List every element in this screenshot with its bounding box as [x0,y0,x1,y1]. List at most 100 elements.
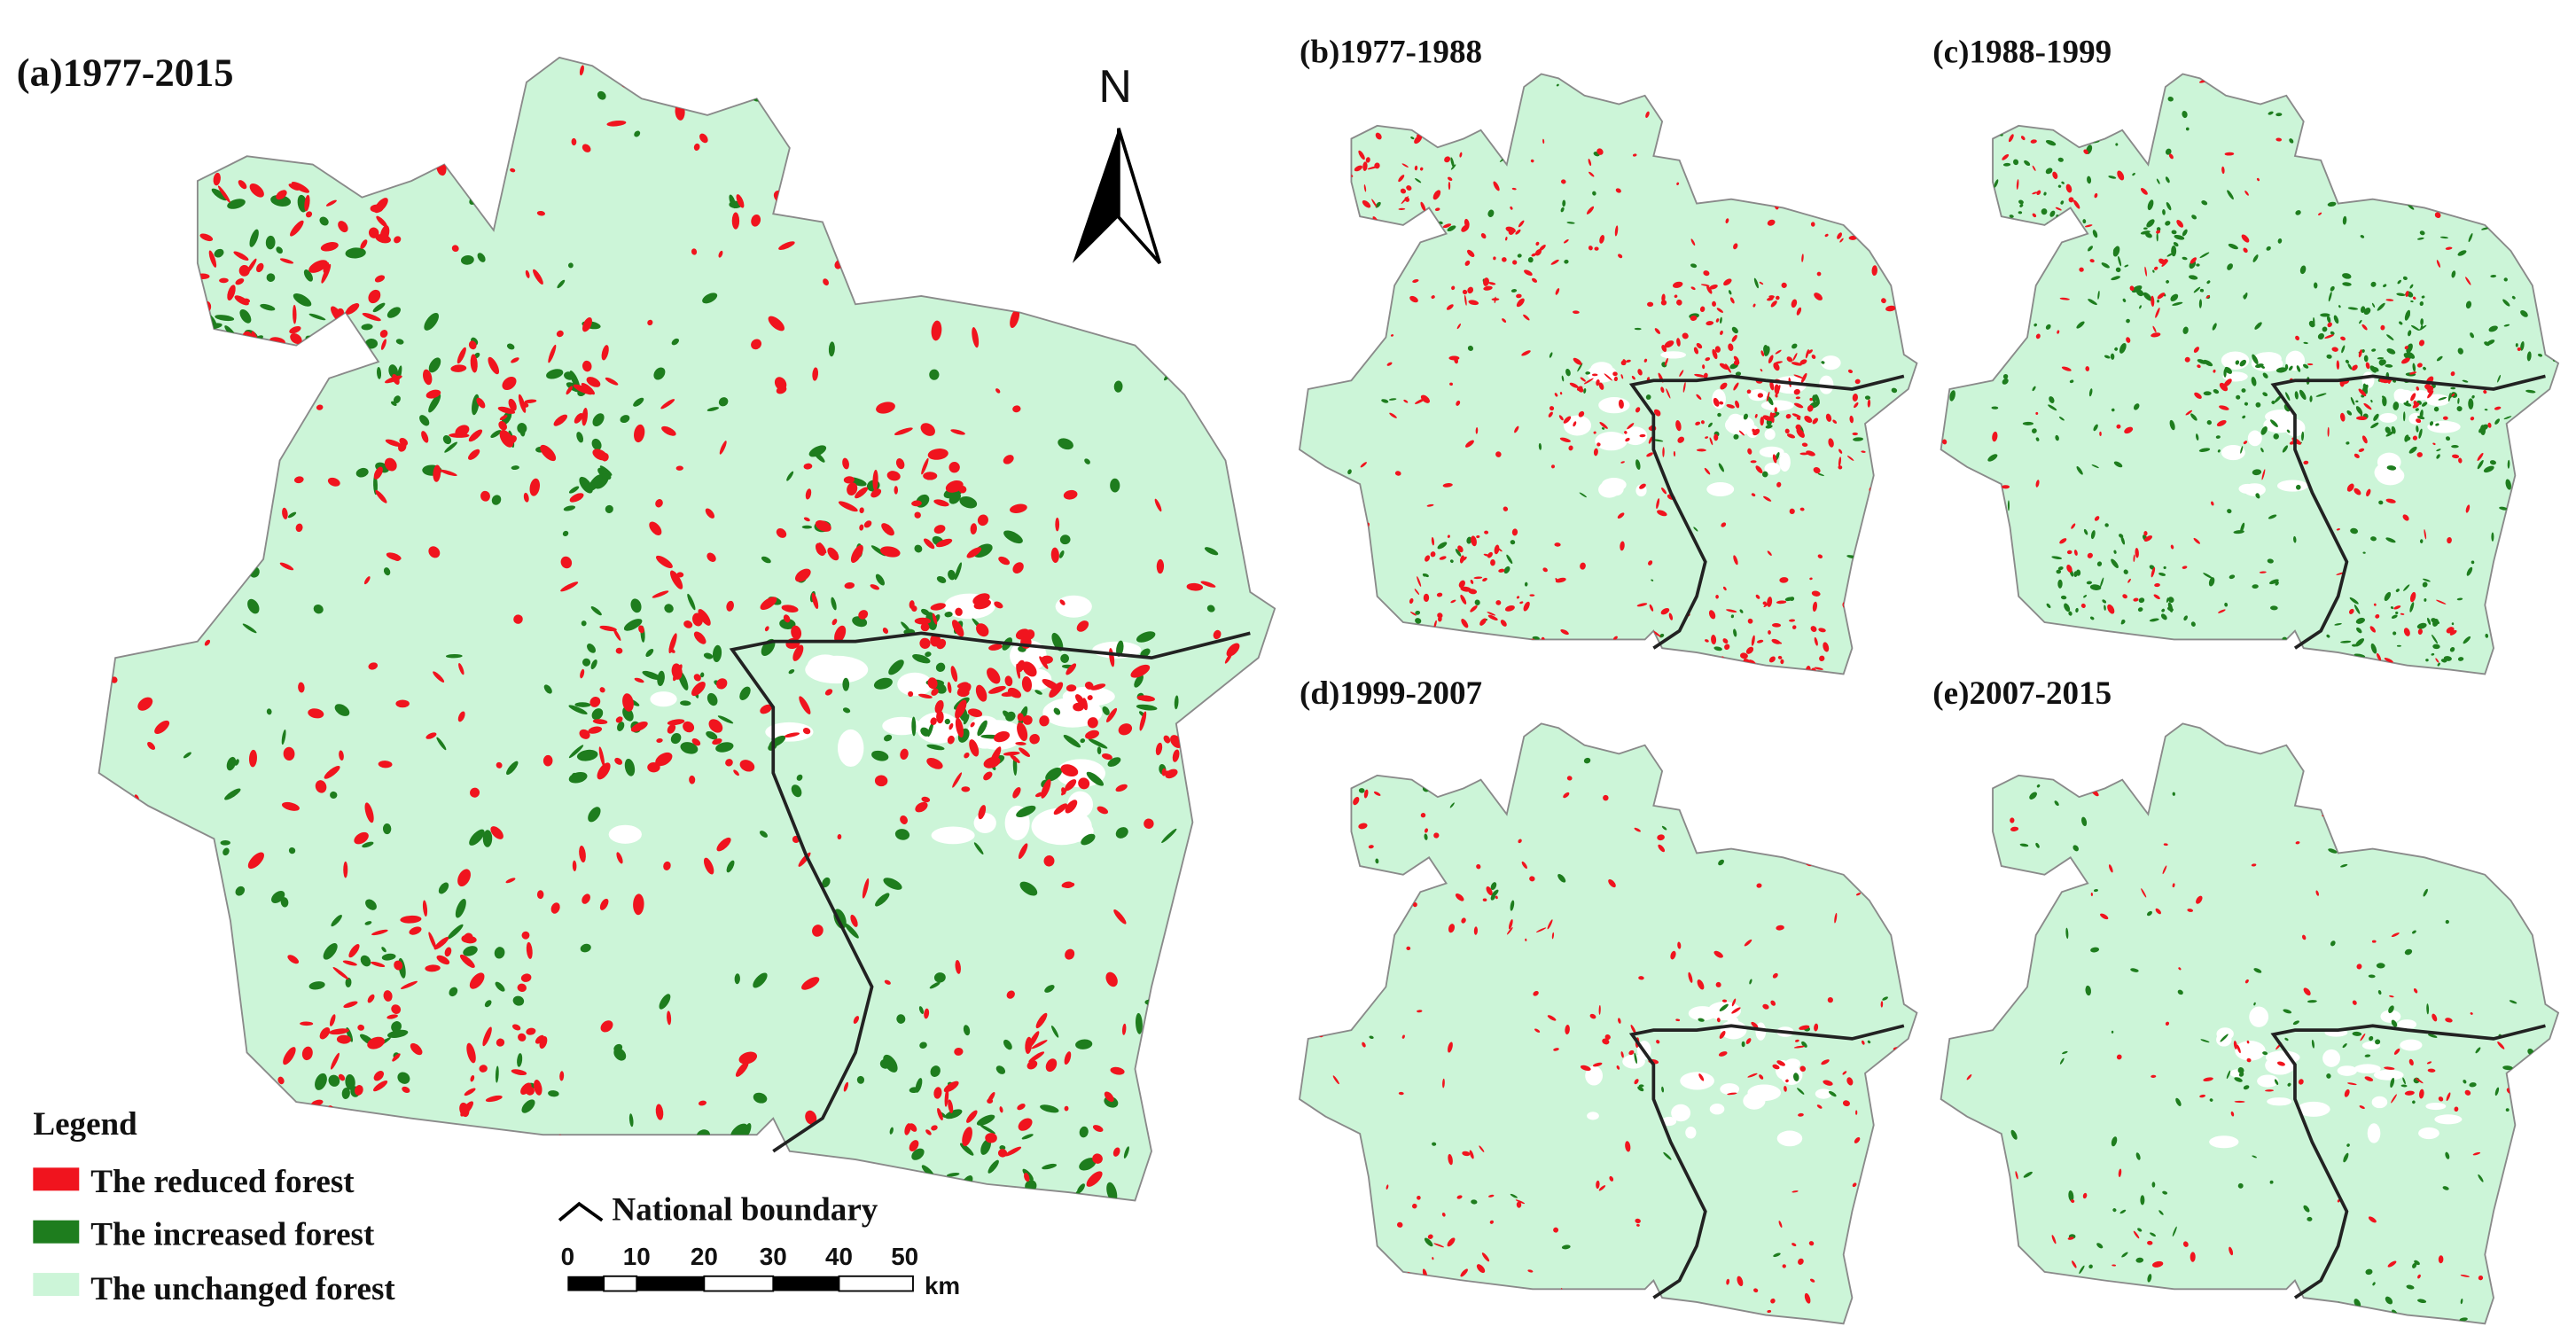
reduced-patch [124,280,141,291]
reduced-patch [1662,447,1665,457]
reduced-patch [534,1080,543,1096]
reduced-patch [582,407,588,426]
reduced-patch [1516,596,1520,599]
increased-patch [729,194,737,209]
increased-patch [2373,367,2379,372]
increased-patch [1733,628,1737,637]
reduced-patch [1010,308,1020,329]
increased-patch [2171,246,2177,257]
reduced-patch [1596,1180,1600,1190]
increased-patch [2415,408,2419,411]
increased-patch [2433,406,2439,412]
reduced-patch [1580,562,1586,570]
reduced-patch [1955,946,1961,951]
increased-patch [2076,321,2085,329]
reduced-patch [1630,1025,1636,1034]
reduced-patch [1908,550,1913,554]
non-forest [1609,481,1624,496]
increased-patch [1970,847,1973,851]
reduced-patch [1493,256,1496,261]
reduced-patch [1434,207,1440,212]
change-patches [1299,74,1917,675]
increased-patch [1123,1146,1129,1159]
increased-patch [2503,277,2508,282]
reduced-patch [367,994,375,1003]
reduced-patch [1326,841,1330,845]
reduced-patch [1384,659,1392,667]
increased-patch [2541,145,2549,152]
reduced-patch [1759,1074,1764,1080]
non-forest [1595,432,1628,451]
reduced-patch [1839,238,1844,243]
increased-patch [2031,428,2037,433]
increased-patch [2112,246,2120,257]
reduced-patch [1417,1195,1421,1200]
increased-patch [2260,426,2268,435]
increased-patch [2307,668,2312,675]
increased-patch [2437,662,2440,667]
increased-patch [936,575,947,583]
reduced-patch [1720,330,1723,336]
reduced-patch [1886,270,1893,277]
increased-patch [671,338,679,346]
reduced-patch [496,761,503,769]
reduced-patch [1800,372,1807,383]
reduced-patch [2438,1255,2444,1264]
reduced-patch [706,552,716,562]
reduced-patch [1330,189,1339,196]
increased-patch [2158,1210,2164,1215]
reduced-patch [1386,362,1393,366]
increased-patch [2076,466,2083,475]
reduced-patch [1620,374,1624,379]
non-forest [1622,1054,1645,1069]
increased-patch [2436,454,2440,459]
reduced-patch [1759,281,1764,285]
reduced-patch [582,317,592,332]
reduced-patch [548,344,557,363]
reduced-patch [911,500,922,507]
reduced-patch [655,1104,664,1120]
non-forest [1764,462,1781,475]
increased-patch [222,847,230,856]
reduced-patch [1401,196,1409,205]
reduced-patch [1725,363,1731,373]
increased-patch [628,1113,634,1127]
increased-patch [2346,410,2353,416]
reduced-patch [751,214,761,227]
increased-patch [1186,222,1197,239]
reduced-patch [147,741,156,750]
reduced-patch [1560,628,1569,636]
increased-patch [1821,361,1825,364]
reduced-patch [879,546,901,558]
reduced-patch [287,955,300,964]
panel-title: (c)1988-1999 [1932,35,2112,71]
reduced-patch [1022,661,1037,677]
reduced-patch [1148,57,1167,64]
reduced-patch [2358,388,2367,396]
non-forest [931,826,975,845]
increased-patch [2419,301,2424,307]
reduced-patch [134,794,139,800]
reduced-patch [716,837,731,852]
reduced-patch [1420,813,1426,818]
increased-patch [108,97,123,111]
increased-patch [568,705,588,715]
reduced-patch [1599,422,1608,429]
increased-patch [2156,178,2160,184]
increased-patch [1040,1104,1059,1113]
reduced-patch [1396,1221,1403,1228]
reduced-patch [1156,558,1165,574]
increased-patch [355,467,369,478]
reduced-patch [1791,808,1797,813]
increased-patch [2375,1039,2381,1045]
increased-patch [2350,527,2359,534]
reduced-patch [371,961,386,968]
increased-patch [2334,622,2342,626]
increased-patch [2266,246,2271,251]
increased-patch [2197,359,2207,364]
increased-patch [2385,1296,2393,1305]
reduced-patch [1793,402,1804,409]
increased-patch [1635,459,1641,470]
increased-patch [1081,833,1096,846]
increased-patch [890,1193,900,1200]
